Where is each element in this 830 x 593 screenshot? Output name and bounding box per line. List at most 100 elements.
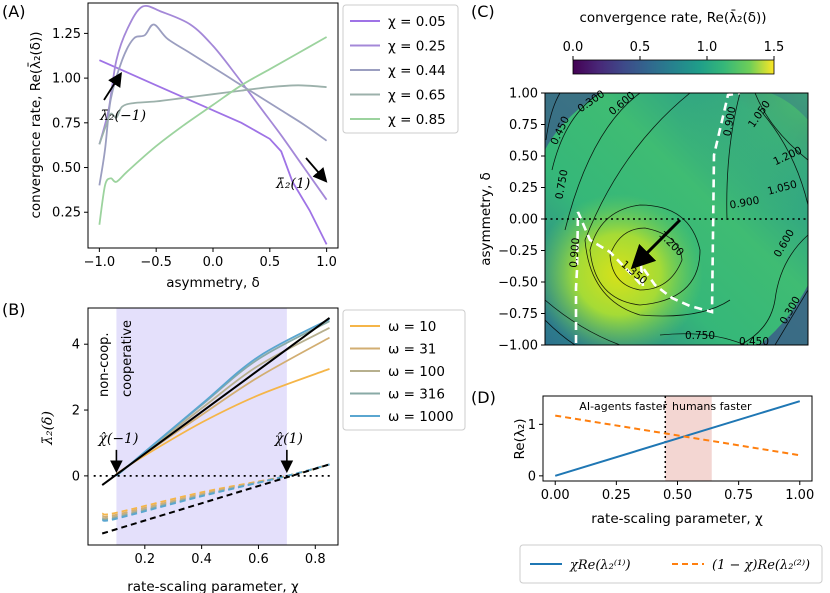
x-tick-label: 0.5 <box>259 255 280 270</box>
y-tick-label: 0 <box>528 469 536 484</box>
panel-d-yticks: 01 <box>528 418 543 484</box>
x-tick-label: 0.6 <box>248 552 269 567</box>
y-tick-label: 0.25 <box>52 206 81 221</box>
y-tick-label: −0.25 <box>498 244 538 259</box>
x-tick-label: 0.0 <box>203 255 224 270</box>
legend-label: ω = 10 <box>388 319 436 335</box>
panel-b-yticks: 0 2 4 <box>72 338 88 484</box>
y-tick-label: 0.50 <box>509 150 538 165</box>
panel-b-legend: ω = 10 ω = 31 ω = 100 ω = 316 ω = 1000 <box>342 309 466 431</box>
legend-label: χ = 0.85 <box>388 112 446 128</box>
panel-a-xticks: −1.0 −0.5 0.0 0.5 1.0 <box>84 248 337 270</box>
series-line-1 <box>99 59 328 245</box>
panel-a-ylabel: convergence rate, Re(λ̄₂(δ)) <box>27 31 44 218</box>
y-tick-label: 0.75 <box>509 118 538 133</box>
legend-label-one-minus-chi-lambda2: (1 − χ)Re(λ₂⁽²⁾) <box>712 558 810 573</box>
panel-b-xlabel: rate-scaling parameter, χ <box>127 579 299 593</box>
panel-d-xticks: 0.00 0.25 0.50 0.75 1.00 <box>541 481 814 503</box>
y-tick-label: 1.00 <box>509 87 538 102</box>
x-tick-label: −0.5 <box>140 255 172 270</box>
contour-label: 0.750 <box>554 169 571 201</box>
panel-a-tag: (A) <box>2 2 25 21</box>
y-tick-label: −1.00 <box>498 339 538 354</box>
x-tick-label: 1.00 <box>785 488 814 503</box>
legend-label: χ = 0.05 <box>388 14 446 30</box>
panel-d-series <box>554 400 801 477</box>
legend-label: ω = 100 <box>388 364 445 380</box>
panel-b-threshold-markers: χ̂(−1) χ̂(1) <box>97 431 303 474</box>
legend-label: χ = 0.44 <box>388 63 446 79</box>
panel-b-axes <box>87 307 339 546</box>
threshold-label: χ̂(1) <box>274 431 303 447</box>
y-tick-label: 1 <box>528 418 536 433</box>
contour-label: 0.900 <box>729 195 761 212</box>
contour-label: 0.450 <box>739 336 769 348</box>
legend-label: χ = 0.65 <box>388 88 446 104</box>
x-tick-label: 0.75 <box>724 488 753 503</box>
colorbar-tick-label: 1.5 <box>764 40 785 55</box>
panel-a-series <box>98 4 328 245</box>
panel-a-xlabel: asymmetry, δ <box>166 275 260 291</box>
x-tick-label: 1.0 <box>316 255 337 270</box>
annotation-lambda-1: λ̄₂(1) <box>275 176 310 192</box>
y-tick-label: −0.50 <box>498 276 538 291</box>
x-tick-label: 0.25 <box>602 488 631 503</box>
contour-label: 0.750 <box>685 330 715 342</box>
y-tick-label: 4 <box>72 338 80 353</box>
panel-b-ylabel: λ̄₂(δ) <box>40 411 56 446</box>
colorbar-tick-label: 0.0 <box>563 40 584 55</box>
contour-label: 0.900 <box>722 106 739 138</box>
panel-a-legend: χ = 0.05 χ = 0.25 χ = 0.44 χ = 0.65 χ = 0.85 <box>342 4 459 134</box>
colorbar-tick-label: 0.5 <box>630 40 651 55</box>
series-line-2 <box>98 4 328 201</box>
panel-c-yticks: 1.00 0.75 0.50 0.25 0.00 −0.25 −0.50 −0.75 −1.00 <box>498 87 545 354</box>
panel-a-yticks: 0.25 0.50 0.75 1.00 1.25 <box>52 27 88 221</box>
legend-label: ω = 316 <box>388 387 445 403</box>
y-tick-label: 0.75 <box>52 116 81 131</box>
annotation-arrow-left <box>103 71 122 101</box>
annotation-arrow-right <box>305 157 328 183</box>
humans-faster-shade <box>665 396 712 481</box>
panel-b-tag: (B) <box>2 300 25 319</box>
panel-b-xticks: 0.2 0.4 0.6 0.8 <box>134 545 326 567</box>
y-tick-label: 2 <box>72 404 80 419</box>
panel-d-ylabel: Re(λ₂) <box>512 418 528 459</box>
legend-label: ω = 31 <box>388 342 436 358</box>
y-tick-label: 0.00 <box>509 213 538 228</box>
heatmap-area <box>545 93 808 345</box>
ai-agents-faster-label: AI-agents faster <box>579 400 667 413</box>
x-tick-label: 0.8 <box>305 552 326 567</box>
series-line-5 <box>98 36 328 225</box>
legend-label: ω = 1000 <box>388 409 454 425</box>
x-tick-label: 0.50 <box>663 488 692 503</box>
panel-c-ylabel: asymmetry, δ <box>478 172 494 266</box>
colorbar-title: convergence rate, Re(λ̄₂(δ)) <box>579 9 766 26</box>
panel-d-xlabel: rate-scaling parameter, χ <box>591 511 763 527</box>
legend-label: χ = 0.25 <box>388 39 446 55</box>
humans-faster-label: humans faster <box>672 400 752 413</box>
y-tick-label: 0.25 <box>509 181 538 196</box>
cooperative-label: cooperative <box>120 320 135 397</box>
colorbar <box>572 59 775 75</box>
y-tick-label: 0.50 <box>52 161 81 176</box>
y-tick-label: 1.25 <box>52 27 81 42</box>
y-tick-label: 1.00 <box>52 72 81 87</box>
x-tick-label: 0.00 <box>541 488 570 503</box>
y-tick-label: −0.75 <box>498 307 538 322</box>
x-tick-label: −1.0 <box>84 255 116 270</box>
series-line-2 <box>555 414 800 457</box>
y-tick-label: 0 <box>72 469 80 484</box>
legend-label-chi-lambda1: χRe(λ₂⁽¹⁾) <box>569 558 631 573</box>
lower-curve-5 <box>102 463 330 522</box>
x-tick-label: 0.4 <box>191 552 212 567</box>
series-line-1 <box>554 400 801 477</box>
panel-d-tag: (D) <box>471 388 496 407</box>
non-coop-label: non-coop. <box>97 332 112 397</box>
panel-c-tag: (C) <box>471 2 495 21</box>
colorbar-ticks: 0.0 0.5 1.0 1.5 <box>563 40 785 60</box>
colorbar-tick-label: 1.0 <box>697 40 718 55</box>
x-tick-label: 0.2 <box>134 552 155 567</box>
contour-label: 0.900 <box>568 237 583 268</box>
panel-a-axes <box>87 2 339 249</box>
